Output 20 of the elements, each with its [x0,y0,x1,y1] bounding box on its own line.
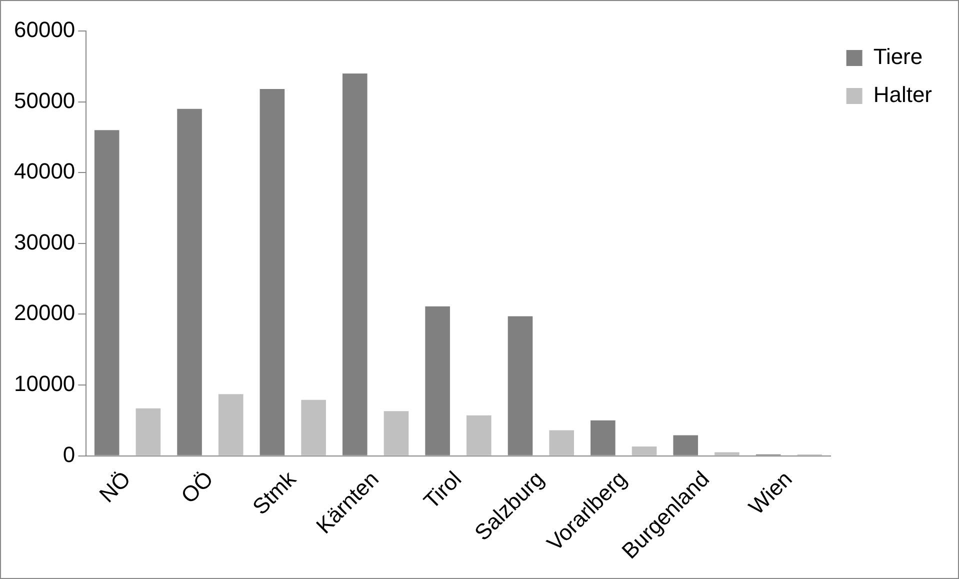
legend-label: Halter [873,82,932,108]
bar [632,446,657,456]
bar [466,415,492,456]
bar [218,394,244,456]
y-tick-label: 50000 [14,88,76,113]
y-tick-label: 60000 [14,17,76,42]
x-tick-label: NÖ [94,466,136,508]
x-tick-label: Tirol [418,466,466,514]
bar [384,411,409,456]
y-tick-label: 40000 [14,158,76,184]
y-tick-label: 0 [62,442,76,467]
y-tick-label: 10000 [14,371,76,396]
bar [714,452,740,456]
bar [549,430,574,456]
bar [136,408,161,456]
x-tick-label: OÖ [176,466,218,508]
legend-label: Tiere [873,44,923,70]
bar [301,400,326,456]
y-tick-label: 30000 [14,229,76,254]
y-tick-label: 20000 [14,300,76,326]
